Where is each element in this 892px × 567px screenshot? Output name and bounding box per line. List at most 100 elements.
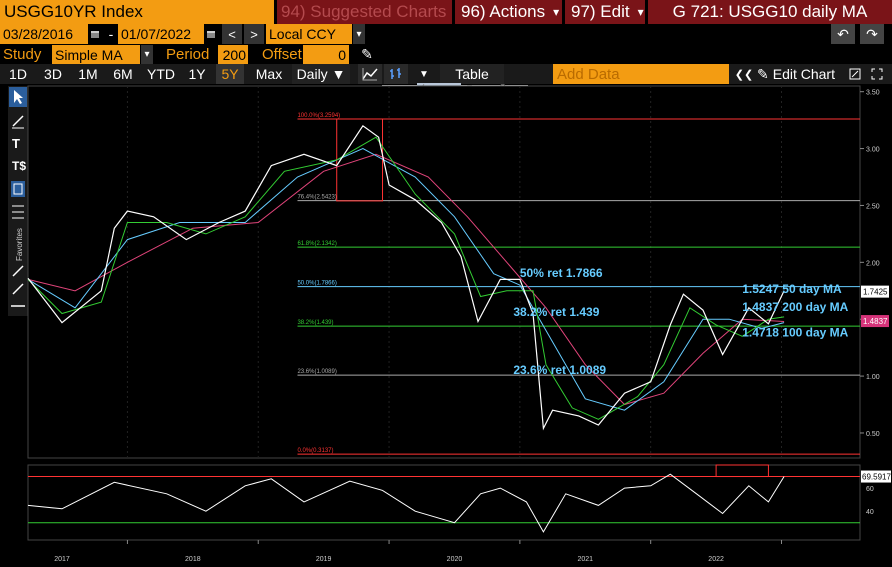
currency-text: Local CCY [269, 26, 336, 42]
currency-dropdown-icon[interactable]: ▾ [353, 24, 365, 44]
undo-button[interactable]: ↶ [831, 24, 855, 44]
annotation-label: 1.4718 100 day MA [742, 325, 848, 339]
study-dropdown-icon[interactable]: ▾ [141, 45, 153, 64]
y-tick-label: 2.50 [866, 203, 880, 210]
y-tick-label: 1.00 [866, 374, 880, 381]
next-period-button[interactable]: > [244, 24, 264, 44]
fib-level-label: 76.4%(2.5423) [297, 195, 336, 201]
text-tool-icon[interactable]: T [12, 136, 20, 151]
last-value-label: 1.7425 [863, 288, 888, 297]
prev-period-button[interactable]: < [222, 24, 242, 44]
drawing-tools-rail: T T$ Favorites [8, 86, 28, 316]
chart-title-text: G 721: USGG10 daily MA [672, 2, 868, 21]
fib-level-label: 38.2%(1.439) [297, 320, 333, 326]
header-bar: USGG10YR Index 94) Suggested Charts 96) … [0, 0, 892, 24]
study-bar: Study Simple MA ▾ Period 200 Offset 0 ✎ [0, 45, 892, 64]
annotate-tool[interactable]: ∠ Annotate [416, 83, 462, 101]
offset-value: 0 [338, 46, 346, 63]
period-input[interactable]: 200 [218, 45, 248, 64]
start-date-input[interactable]: 03/28/2016 [0, 24, 88, 44]
fibonacci-icon[interactable] [12, 205, 24, 219]
edit-chart-pencil-icon: ✎ [757, 65, 769, 82]
zoom-tool[interactable]: Q Zoom [499, 83, 521, 101]
ray-line-icon[interactable] [12, 283, 24, 295]
period-button-6m[interactable]: 6M [113, 66, 133, 82]
series-ma200 [27, 153, 785, 406]
last-value-tag [861, 285, 889, 298]
trend-line-icon[interactable] [12, 265, 24, 277]
expand-icon[interactable] [868, 64, 886, 84]
period-button-1m[interactable]: 1M [78, 66, 98, 82]
actions-menu[interactable]: 96) Actions ▾ [455, 0, 562, 24]
x-tick-label: 2018 [185, 556, 201, 563]
annotation-label: 23.6% ret 1.0089 [513, 363, 606, 377]
end-date-text: 01/07/2022 [121, 26, 192, 42]
frequency-select[interactable]: Daily ▼ [292, 64, 350, 84]
x-tick-label: 2017 [54, 556, 70, 563]
edit-dropdown-icon: ▾ [637, 5, 644, 19]
edit-menu[interactable]: 97) Edit ▾ [565, 0, 645, 24]
reset-button[interactable]: Reset [496, 100, 528, 114]
start-calendar-icon[interactable] [90, 24, 102, 44]
offset-label: Offset [262, 46, 302, 63]
last-value-label: 1.4837 [863, 317, 888, 326]
track-tool[interactable]: + Track [385, 83, 405, 101]
bar-chart-type-icon[interactable] [384, 64, 408, 84]
ticker-field[interactable]: USGG10YR Index [0, 0, 274, 24]
chart-settings-icon[interactable] [846, 64, 864, 84]
fib-level-label: 0.0%(0.3137) [297, 448, 333, 454]
favorites-label: Favorites [15, 228, 24, 261]
line-chart-icon[interactable] [358, 64, 382, 84]
collapse-icon[interactable]: ❮❮ [734, 68, 754, 81]
y-tick-label: 3.50 [866, 90, 880, 97]
series-ma100 [27, 148, 785, 411]
rsi-highlight-box [715, 464, 769, 478]
y-tick-label: 3.00 [866, 147, 880, 154]
series-ma50 [27, 136, 785, 420]
chart-type-dropdown-icon[interactable]: ▼ [419, 68, 429, 80]
line-draw-icon[interactable] [12, 115, 24, 129]
series-price [27, 124, 785, 431]
highlight-icon[interactable] [11, 181, 25, 197]
redo-button[interactable]: ↷ [860, 24, 884, 44]
end-date-input[interactable]: 01/07/2022 [118, 24, 204, 44]
x-tick-label: 2019 [316, 556, 332, 563]
study-select[interactable]: Simple MA [52, 45, 140, 64]
rsi-y-tick-label: 40 [866, 509, 874, 516]
annotation-label: 1.4837 200 day MA [742, 300, 848, 314]
y-tick-label: 0.50 [866, 431, 880, 438]
actions-label: 96) Actions [461, 2, 546, 21]
rsi-last-value-tag [861, 470, 891, 483]
add-data-input[interactable]: Add Data [553, 64, 729, 84]
x-tick-label: 2021 [577, 556, 593, 563]
cursor-icon[interactable] [9, 87, 27, 107]
study-edit-pencil-icon[interactable]: ✎ [361, 46, 373, 62]
period-button-1d[interactable]: 1D [9, 66, 27, 82]
period-button-ytd[interactable]: YTD [147, 66, 175, 82]
period-value: 200 [222, 46, 246, 63]
study-label: Study [3, 46, 42, 63]
study-value: Simple MA [55, 46, 123, 63]
news-tool[interactable]: □ News [467, 83, 488, 101]
end-calendar-icon[interactable] [206, 24, 220, 44]
period-button-1y[interactable]: 1Y [188, 66, 206, 82]
period-button-max[interactable]: Max [255, 66, 283, 82]
edit-chart-label: Edit Chart [772, 66, 835, 82]
ticker-text: USGG10YR Index [4, 2, 143, 21]
period-button-3d[interactable]: 3D [44, 66, 62, 82]
price-label-icon[interactable]: T$ [12, 159, 26, 173]
offset-input[interactable]: 0 [303, 45, 349, 64]
fib-level-label: 23.6%(1.0089) [297, 369, 336, 375]
price-panel [27, 85, 861, 459]
currency-select[interactable]: Local CCY [266, 24, 352, 44]
y-tick-label: 1.50 [866, 317, 880, 324]
suggested-charts-menu[interactable]: 94) Suggested Charts [277, 0, 452, 24]
svg-text:T$: T$ [12, 159, 26, 173]
y-tick-label: 2.00 [866, 260, 880, 267]
add-data-placeholder: Add Data [557, 65, 620, 83]
period-button-5y[interactable]: 5Y [216, 64, 244, 84]
last-value-tag [861, 315, 889, 328]
favorites-icon[interactable]: Favorites [15, 228, 24, 261]
edit-chart-button[interactable]: ✎ Edit Chart [757, 64, 843, 84]
table-button[interactable]: Table [440, 64, 504, 84]
